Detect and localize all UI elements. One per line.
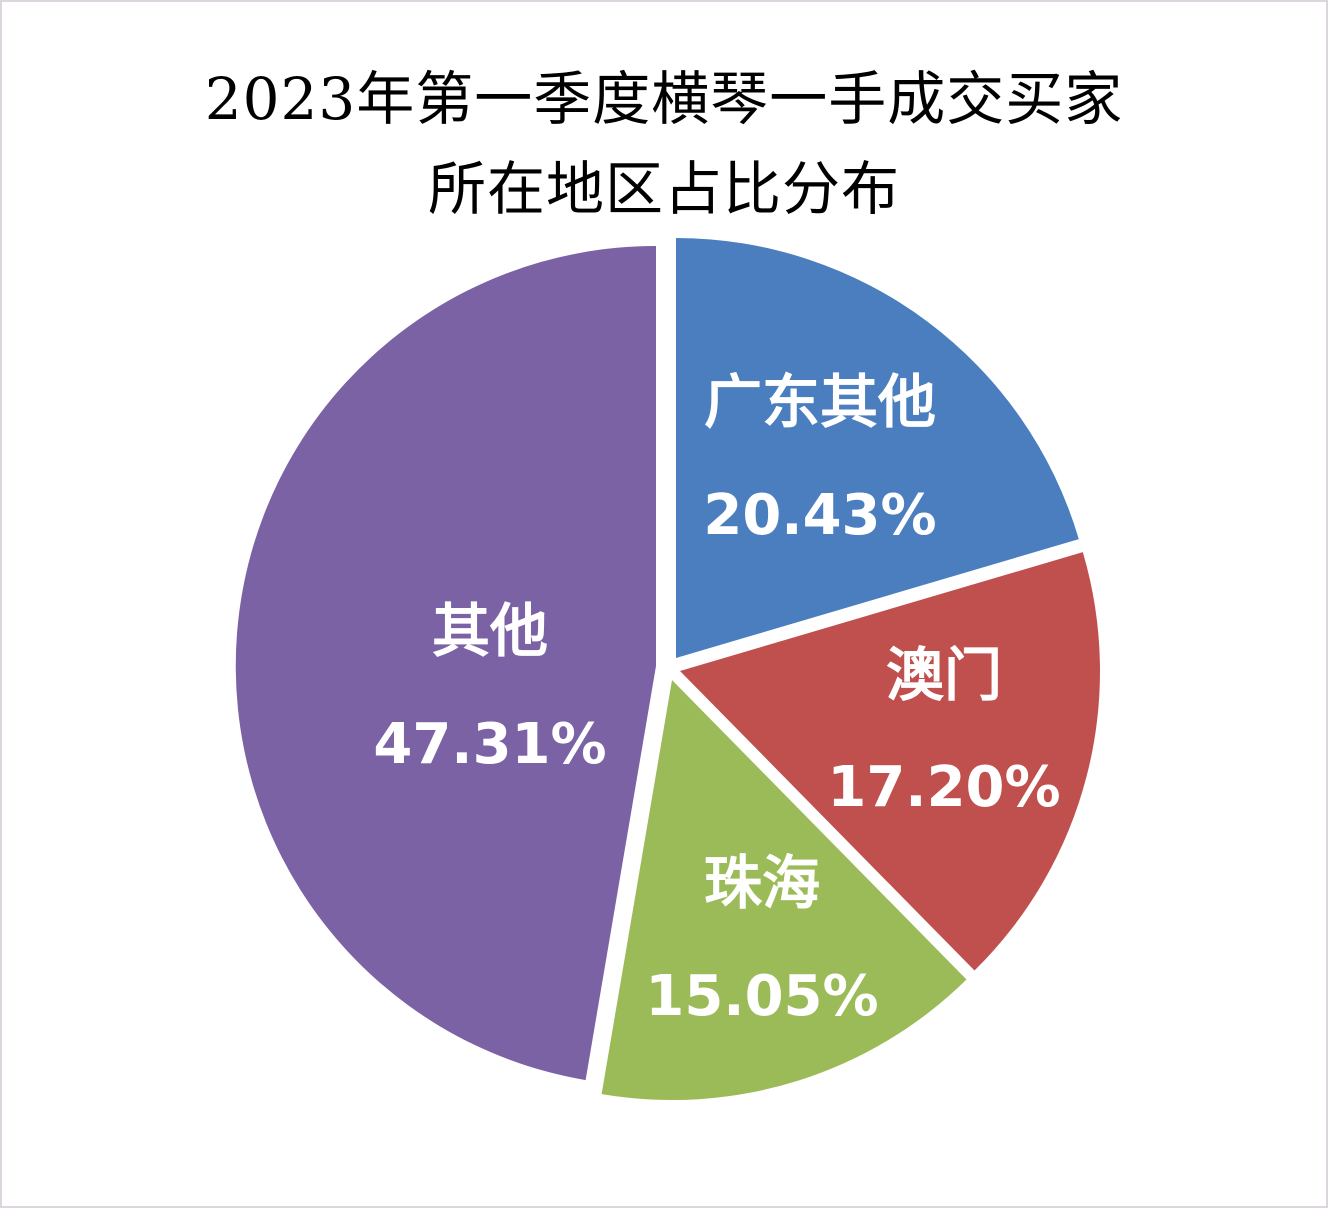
chart-title-line2: 所在地区占比分布 — [427, 155, 900, 223]
slice-guangdong-other-value: 20.43% — [703, 483, 936, 548]
chart-title-line1: 2023年第一季度横琴一手成交买家 — [204, 65, 1124, 133]
slice-macau-shape[interactable] — [680, 552, 1100, 971]
slice-other-shape[interactable] — [235, 245, 656, 1081]
slice-guangdong-other-shape[interactable] — [676, 238, 1079, 658]
slice-guangdong-other-label: 广东其他 — [704, 368, 936, 436]
slice-macau[interactable]: 澳门 17.20% — [680, 552, 1100, 971]
slice-other-label: 其他 — [432, 597, 548, 665]
slice-zhuhai-label: 珠海 — [704, 849, 820, 917]
slice-macau-value: 17.20% — [827, 755, 1060, 820]
slice-zhuhai-value: 15.05% — [645, 964, 878, 1029]
slice-guangdong-other[interactable]: 广东其他 20.43% — [676, 238, 1079, 658]
slice-zhuhai-shape[interactable] — [601, 680, 967, 1101]
slice-other-value: 47.31% — [373, 712, 606, 777]
slice-zhuhai[interactable]: 珠海 15.05% — [601, 680, 967, 1101]
slice-macau-label: 澳门 — [886, 641, 1002, 709]
slice-other[interactable]: 其他 47.31% — [235, 245, 656, 1081]
